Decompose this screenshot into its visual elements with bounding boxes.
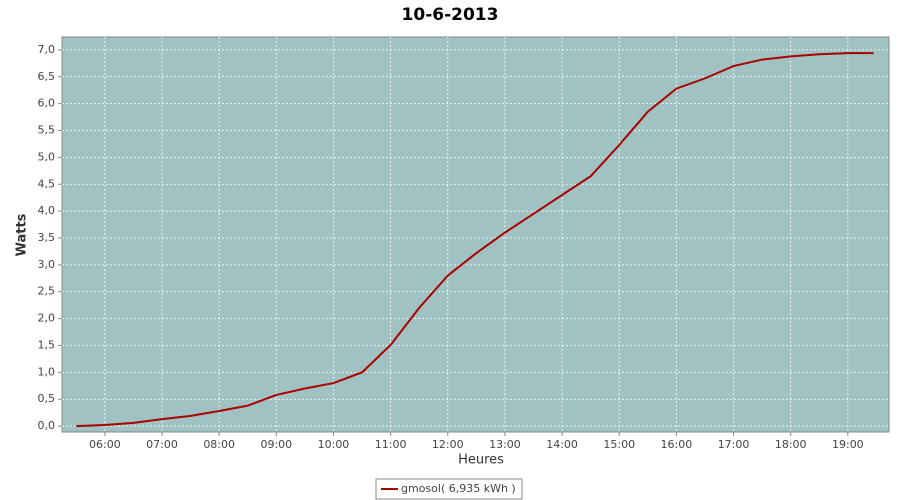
y-tick-label: 6,0 (38, 97, 56, 110)
x-axis-label: Heures (458, 453, 504, 468)
x-tick-label: 13:00 (489, 438, 521, 451)
plot-area (61, 36, 890, 433)
y-tick-label: 4,0 (38, 204, 56, 217)
x-tick-label: 18:00 (775, 438, 807, 451)
x-tick-label: 11:00 (375, 438, 407, 451)
y-tick-label: 3,0 (38, 258, 56, 271)
y-tick-label: 1,0 (38, 365, 56, 378)
y-tick-label: 2,0 (38, 312, 56, 325)
y-tick-label: 0,0 (38, 419, 56, 432)
x-tick-label: 17:00 (718, 438, 750, 451)
y-tick-label: 6,5 (38, 70, 56, 83)
x-tick-label: 14:00 (546, 438, 578, 451)
y-tick-label: 4,5 (38, 177, 56, 190)
chart-title: 10-6-2013 (402, 5, 499, 25)
x-tick-label: 08:00 (203, 438, 235, 451)
x-tick-label: 16:00 (661, 438, 693, 451)
y-tick-label: 1,5 (38, 338, 56, 351)
y-axis-label: Watts (15, 213, 30, 256)
x-tick-label: 12:00 (432, 438, 464, 451)
x-tick-label: 10:00 (318, 438, 350, 451)
x-tick-label: 19:00 (832, 438, 864, 451)
legend-box (375, 478, 523, 500)
y-tick-label: 0,5 (38, 392, 56, 405)
x-tick-label: 06:00 (89, 438, 121, 451)
x-tick-label: 15:00 (603, 438, 635, 451)
legend-label: gmosol( 6,935 kWh ) (401, 482, 516, 495)
x-tick-label: 09:00 (260, 438, 292, 451)
y-tick-label: 5,5 (38, 124, 56, 137)
y-tick-label: 2,5 (38, 285, 56, 298)
y-tick-label: 3,5 (38, 231, 56, 244)
data-line (76, 52, 874, 428)
y-tick-label: 5,0 (38, 150, 56, 163)
y-tick-label: 7,0 (38, 43, 56, 56)
x-tick-label: 07:00 (146, 438, 178, 451)
